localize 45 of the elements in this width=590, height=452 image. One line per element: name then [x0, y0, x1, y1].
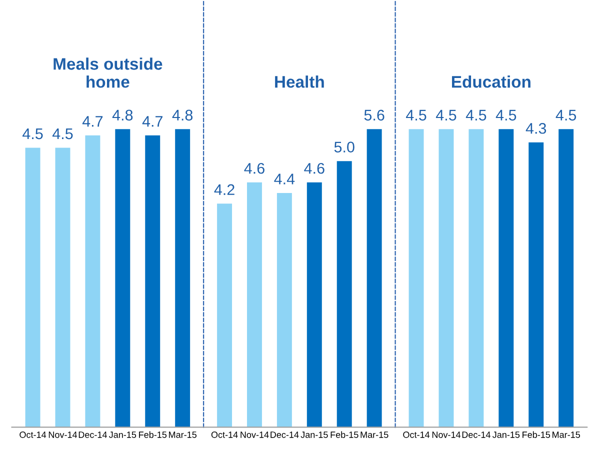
x-tick-label: Jan-15	[108, 432, 136, 438]
bar	[306, 182, 322, 428]
data-label: 4.6	[244, 162, 264, 174]
data-label: 4.8	[112, 110, 133, 121]
data-label: 4.5	[52, 128, 73, 140]
x-tick-label: Mar-15	[360, 432, 388, 438]
bar	[366, 129, 382, 428]
x-tick-label: Nov-14	[48, 432, 78, 438]
bar	[246, 182, 262, 428]
data-label: 4.5	[436, 110, 456, 121]
data-label: 4.5	[496, 110, 516, 121]
data-label: 5.6	[364, 110, 384, 121]
data-label: 4.2	[214, 184, 234, 195]
data-label: 4.7	[82, 116, 103, 127]
x-tick-label: Jan-15	[300, 432, 328, 438]
x-tick-label: Feb-15	[522, 431, 550, 438]
x-tick-label: Feb-15	[139, 431, 167, 438]
x-tick-label: Dec-14	[270, 432, 299, 438]
data-label: 4.5	[466, 110, 486, 121]
x-tick-label: Nov-14	[432, 432, 461, 438]
data-label: 4.4	[274, 174, 295, 184]
data-label: 4.8	[172, 110, 193, 121]
chart-title: Meals outside home	[54, 58, 162, 88]
x-tick-label: Dec-14	[78, 432, 107, 438]
data-label: 4.6	[304, 162, 324, 174]
bar	[336, 161, 352, 428]
x-tick-label: Feb-15	[330, 431, 358, 438]
chart-title: Health	[275, 76, 324, 88]
data-label: 4.7	[142, 116, 162, 127]
x-tick-label: Nov-14	[240, 432, 269, 438]
x-tick-label: Dec-14	[462, 432, 490, 438]
chart-title: Education	[452, 76, 530, 88]
data-label: 4.5	[22, 128, 43, 140]
x-tick-label: Oct-14	[403, 432, 430, 438]
x-tick-label: Mar-15	[552, 432, 580, 438]
x-tick-label: Mar-15	[169, 432, 196, 438]
data-label: 4.5	[406, 110, 426, 121]
bar	[217, 204, 232, 428]
data-label: 4.5	[556, 110, 576, 121]
x-tick-label: Oct-14	[20, 432, 46, 438]
x-tick-label: Jan-15	[492, 432, 520, 438]
data-label: 4.3	[526, 122, 546, 134]
bar	[276, 192, 292, 428]
data-label: 5.0	[334, 142, 354, 152]
x-tick-label: Oct-14	[211, 432, 238, 438]
